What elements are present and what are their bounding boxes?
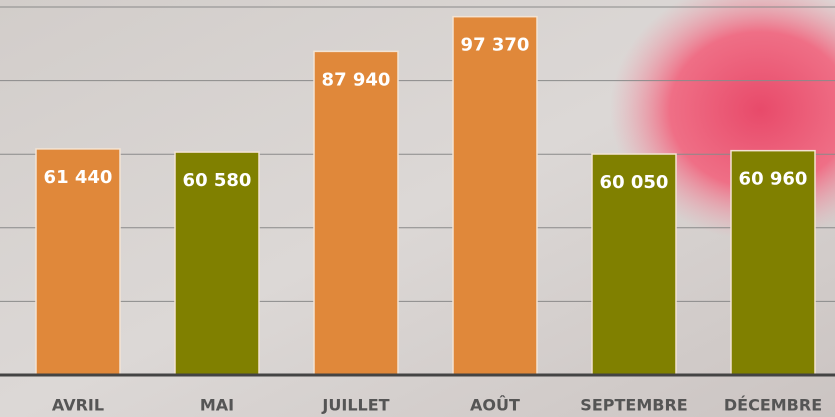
x-tick-label: JUILLET (321, 396, 389, 415)
x-tick-label: MAI (200, 396, 234, 415)
x-tick-label: AOÛT (470, 396, 520, 415)
value-label: 60 580 (183, 170, 252, 191)
bar (591, 153, 677, 376)
value-label: 61 440 (44, 167, 113, 188)
bar (313, 50, 399, 376)
x-tick-label: DÉCEMBRE (724, 396, 822, 415)
x-tick-label: SEPTEMBRE (580, 396, 687, 415)
bar (730, 149, 816, 376)
bar (174, 151, 260, 376)
value-label: 87 940 (322, 69, 391, 90)
x-tick-label: AVRIL (52, 396, 104, 415)
value-label: 97 370 (461, 35, 530, 56)
value-label: 60 050 (600, 172, 669, 193)
value-label: 60 960 (739, 169, 808, 190)
bar (452, 15, 538, 376)
